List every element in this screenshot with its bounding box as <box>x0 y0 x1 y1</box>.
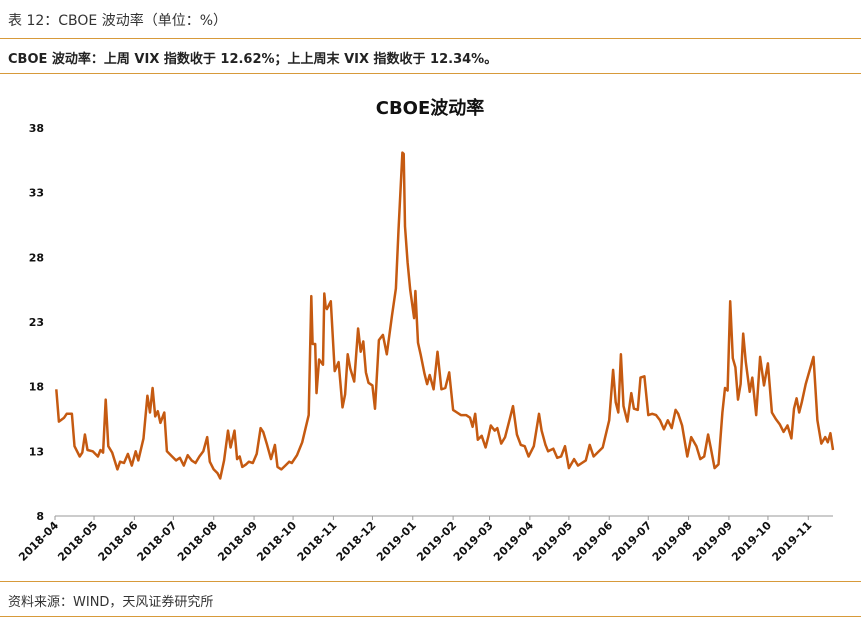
headline-rule <box>0 73 861 74</box>
x-tick-label: 2019-03 <box>451 519 496 564</box>
x-tick-label: 2018-12 <box>334 519 379 564</box>
y-tick-label: 13 <box>29 445 44 458</box>
x-tick-label: 2018-10 <box>254 519 299 564</box>
x-tick-label: 2018-09 <box>215 519 260 564</box>
x-tick-label: 2019-06 <box>570 519 615 564</box>
x-tick-label: 2018-04 <box>16 519 61 564</box>
x-tick-label: 2018-08 <box>175 519 220 564</box>
table-caption: 表 12：CBOE 波动率（单位：%） <box>8 13 228 29</box>
chart-title: CBOE波动率 <box>376 97 485 119</box>
x-tick-label: 2018-06 <box>96 519 141 564</box>
x-axis-ticks: 2018-042018-052018-062018-072018-082018-… <box>16 516 814 564</box>
y-tick-label: 38 <box>29 122 44 135</box>
x-tick-label: 2019-07 <box>609 519 654 564</box>
x-tick-label: 2018-05 <box>55 519 100 564</box>
x-tick-label: 2019-09 <box>690 519 735 564</box>
x-tick-label: 2019-04 <box>491 519 536 564</box>
y-tick-label: 28 <box>29 251 44 264</box>
x-tick-label: 2019-01 <box>374 519 419 564</box>
x-tick-label: 2018-11 <box>295 519 340 564</box>
x-tick-label: 2019-08 <box>650 519 695 564</box>
y-tick-label: 33 <box>29 187 44 200</box>
bottom-rule <box>0 616 861 617</box>
x-tick-label: 2019-11 <box>770 519 815 564</box>
vix-series-line <box>55 151 835 480</box>
y-tick-label: 18 <box>29 381 44 394</box>
x-tick-label: 2019-10 <box>729 519 774 564</box>
y-tick-label: 8 <box>36 510 44 523</box>
x-tick-label: 2019-05 <box>530 519 575 564</box>
x-tick-label: 2018-07 <box>135 519 180 564</box>
y-tick-label: 23 <box>29 316 44 329</box>
data-source: 资料来源：WIND，天风证券研究所 <box>8 595 214 610</box>
caption-rule <box>0 38 861 39</box>
source-rule <box>0 581 861 582</box>
y-axis-ticks: 8 13 18 23 28 33 38 <box>29 122 44 523</box>
summary-headline: CBOE 波动率：上周 VIX 指数收于 12.62%；上上周末 VIX 指数收… <box>8 52 498 67</box>
